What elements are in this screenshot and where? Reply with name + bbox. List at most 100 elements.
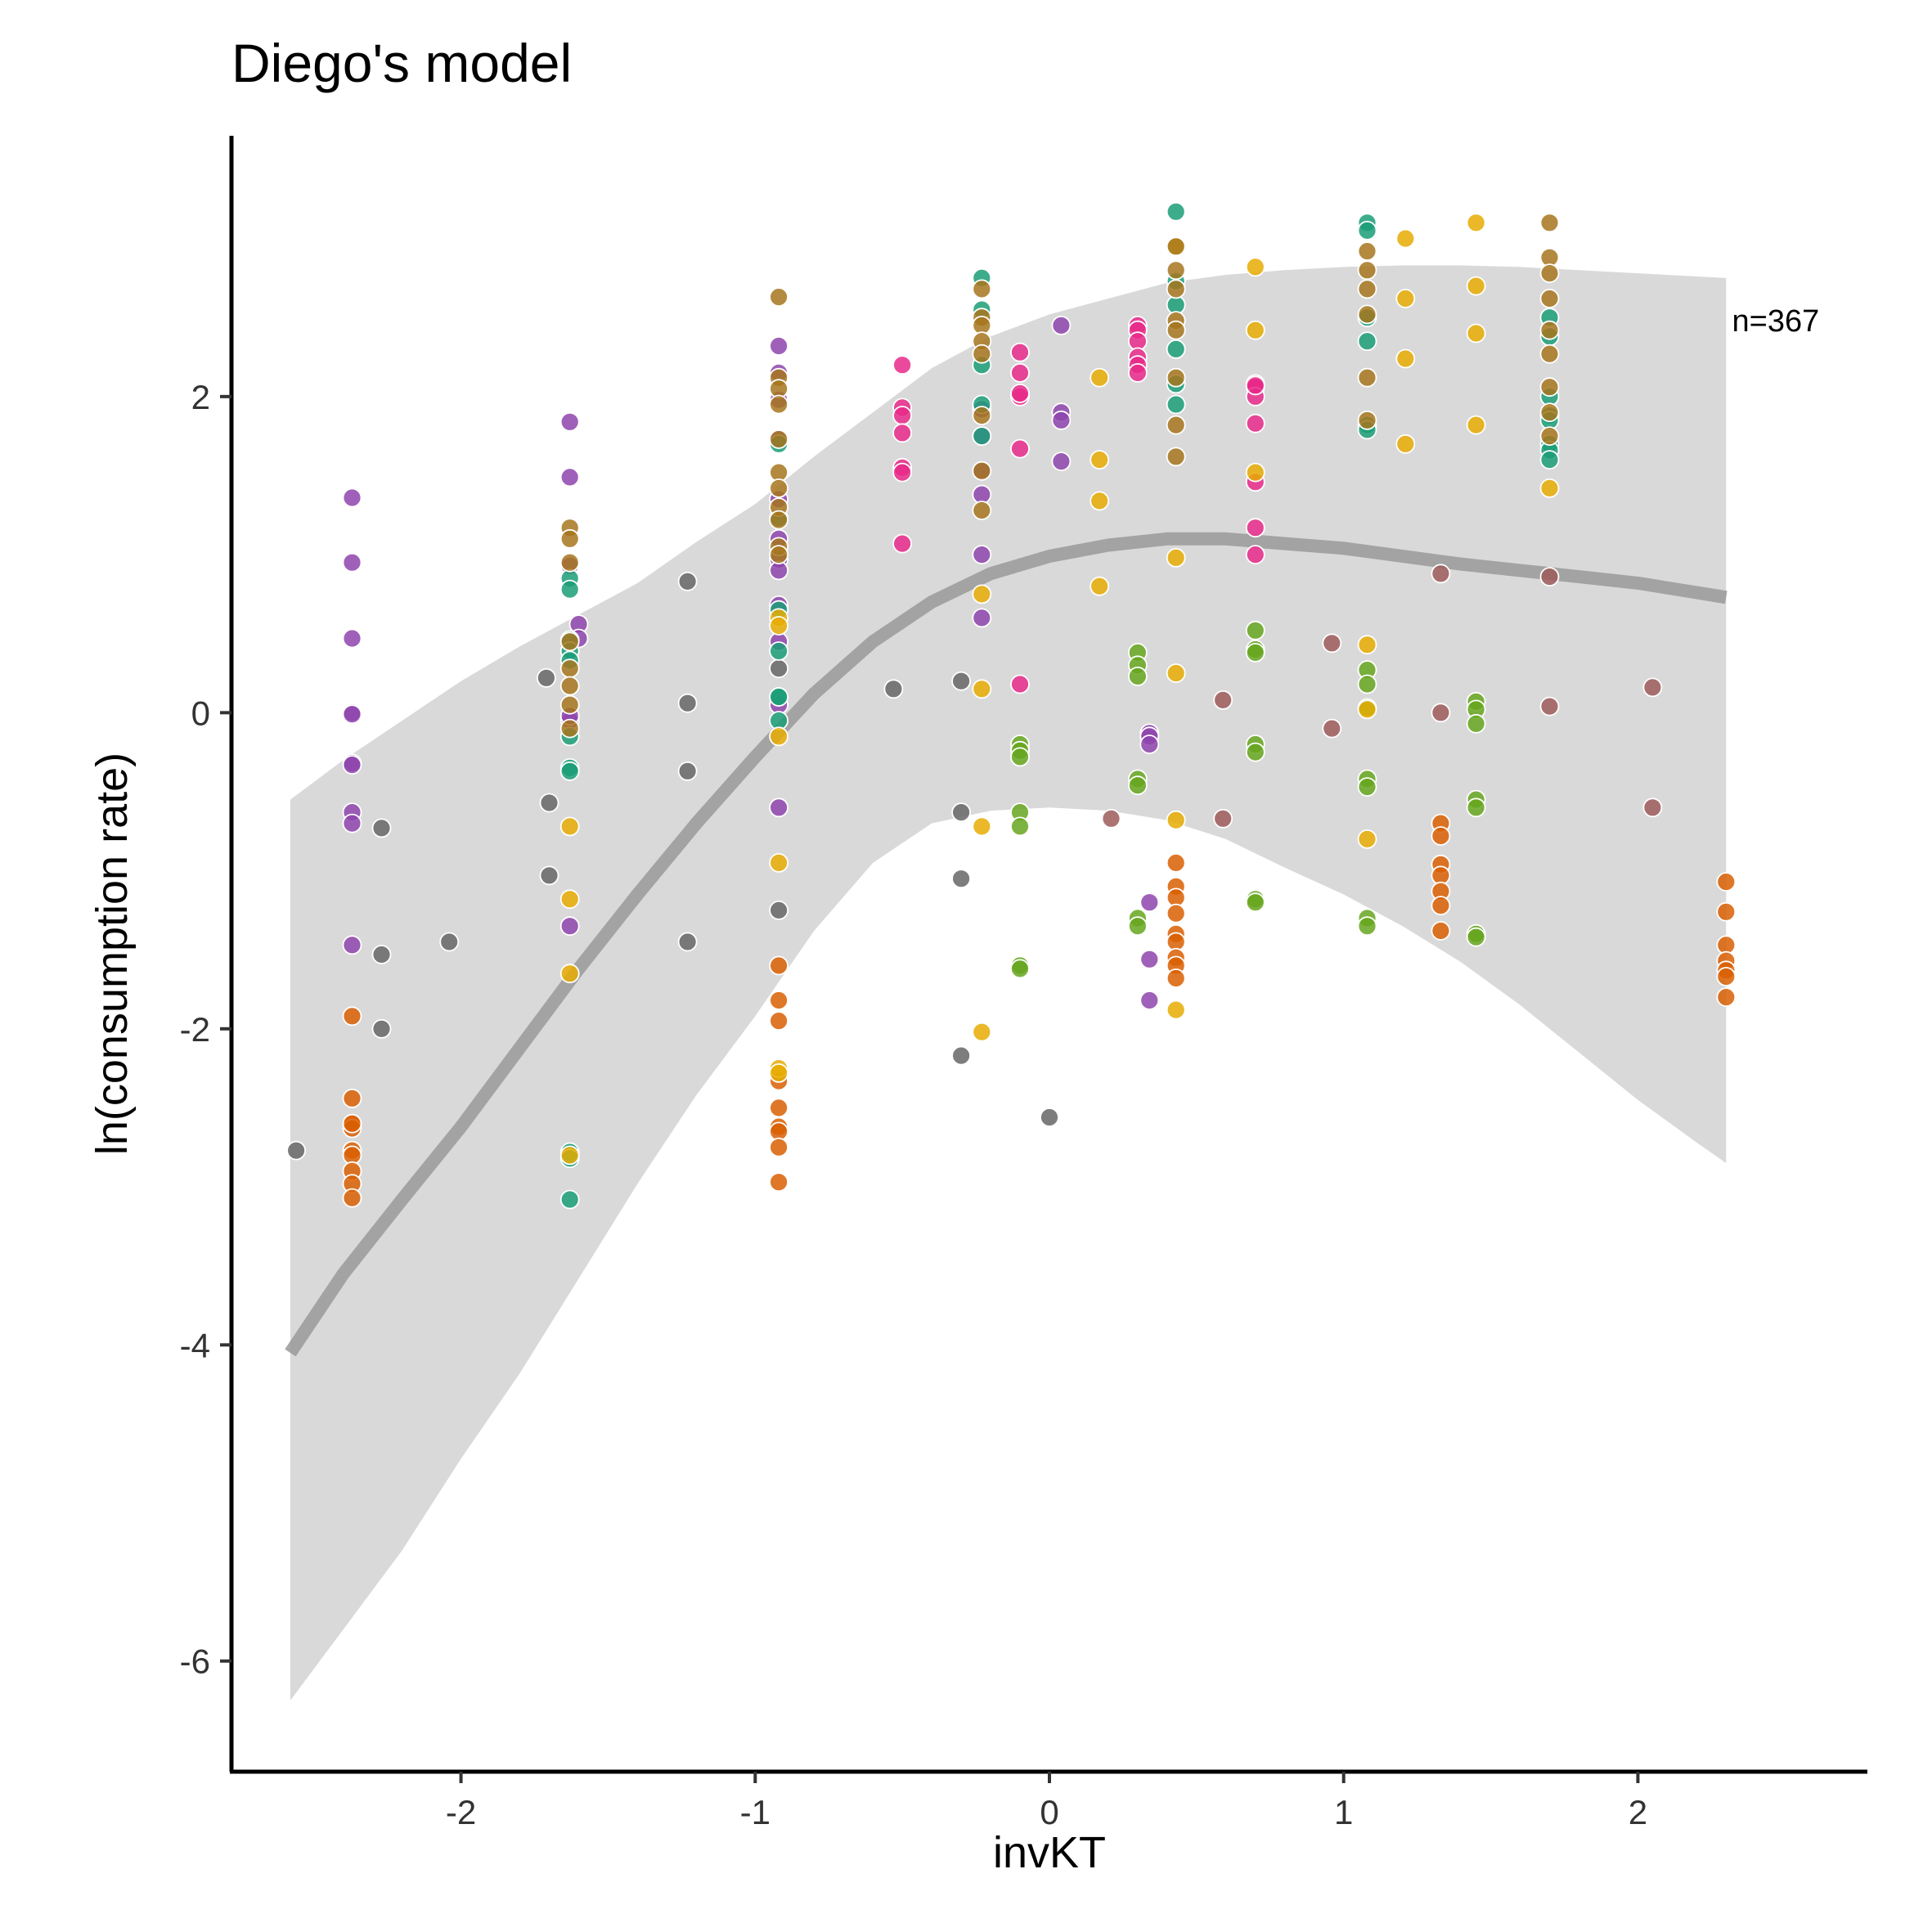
data-point: [1051, 452, 1072, 471]
data-point: [1090, 450, 1110, 470]
data-point: [1642, 677, 1663, 698]
data-point: [1128, 362, 1148, 383]
data-point: [1139, 991, 1160, 1010]
data-point: [1166, 339, 1186, 359]
data-point: [1128, 916, 1148, 937]
data-point: [1245, 620, 1265, 640]
data-point: [1395, 434, 1416, 454]
data-point: [1716, 901, 1737, 922]
x-tick-label: 0: [1040, 1793, 1058, 1831]
data-point: [1466, 798, 1486, 818]
data-point: [1539, 213, 1560, 233]
data-point: [559, 916, 580, 937]
data-point: [1539, 567, 1560, 586]
data-point: [286, 1140, 307, 1161]
data-point: [1357, 410, 1377, 430]
data-point: [1539, 479, 1560, 498]
data-point: [972, 501, 992, 520]
data-point: [1051, 315, 1072, 335]
y-axis-title: ln(consumption rate): [88, 753, 137, 1155]
chart-title: Diego's model: [231, 33, 572, 93]
data-point: [559, 631, 580, 652]
data-point: [1166, 447, 1186, 467]
data-point: [1090, 491, 1110, 511]
data-point: [1010, 384, 1030, 403]
data-point: [559, 552, 580, 573]
data-point: [1357, 220, 1377, 240]
data-point: [1539, 450, 1560, 470]
data-point: [1466, 323, 1486, 344]
data-point: [769, 1172, 789, 1193]
data-point: [769, 901, 789, 920]
data-point: [1213, 808, 1233, 829]
data-point: [559, 1189, 580, 1210]
data-point: [559, 889, 580, 910]
data-point: [677, 572, 698, 591]
data-point: [1395, 289, 1416, 308]
data-point: [371, 1018, 392, 1039]
data-point: [342, 552, 362, 573]
points-layer: [286, 201, 1737, 1210]
data-point: [342, 487, 362, 508]
data-point: [559, 816, 580, 837]
data-point: [892, 533, 912, 554]
data-point: [1539, 402, 1560, 423]
data-point: [892, 423, 912, 443]
data-point: [342, 813, 362, 833]
data-point: [559, 761, 580, 781]
data-point: [1166, 1000, 1186, 1020]
data-point: [1010, 747, 1030, 767]
data-point: [1166, 548, 1186, 568]
data-point: [559, 1145, 580, 1166]
data-point: [537, 667, 556, 688]
data-point: [1245, 257, 1265, 277]
data-point: [559, 467, 580, 487]
data-point: [1090, 367, 1110, 388]
data-point: [1090, 576, 1110, 596]
data-point: [677, 761, 698, 781]
data-point: [951, 671, 971, 691]
data-point: [769, 658, 789, 679]
data-point: [1245, 643, 1265, 663]
data-point: [769, 510, 789, 530]
data-point: [972, 1022, 992, 1042]
data-point: [539, 865, 559, 886]
data-point: [1166, 236, 1186, 257]
y-tick-label: -2: [180, 1010, 210, 1049]
data-point: [1245, 545, 1265, 564]
data-point: [559, 528, 580, 549]
data-point: [769, 641, 789, 661]
data-point: [1139, 949, 1160, 969]
data-point: [951, 1045, 971, 1066]
data-point: [1010, 674, 1030, 694]
data-point: [769, 991, 789, 1010]
data-point: [972, 608, 992, 628]
data-point: [1431, 921, 1451, 941]
data-point: [1139, 735, 1160, 754]
data-point: [1010, 342, 1030, 362]
data-point: [1040, 1108, 1059, 1127]
data-point: [1431, 703, 1451, 723]
data-point: [1466, 213, 1486, 233]
data-point: [1128, 667, 1148, 686]
data-point: [559, 718, 580, 739]
data-point: [342, 704, 362, 725]
data-point: [972, 426, 992, 446]
x-tick-label: 2: [1629, 1793, 1647, 1831]
y-tick-label: -4: [180, 1326, 210, 1364]
data-point: [769, 1063, 789, 1083]
data-point: [677, 932, 698, 952]
data-point: [972, 344, 992, 364]
data-point: [972, 279, 992, 299]
data-point: [559, 579, 580, 600]
data-point: [1166, 663, 1186, 683]
data-point: [769, 726, 789, 747]
data-point: [1245, 892, 1265, 913]
data-point: [342, 1113, 362, 1134]
data-point: [1395, 348, 1416, 369]
data-point: [1395, 228, 1416, 249]
data-point: [1357, 699, 1377, 720]
data-point: [769, 616, 789, 636]
